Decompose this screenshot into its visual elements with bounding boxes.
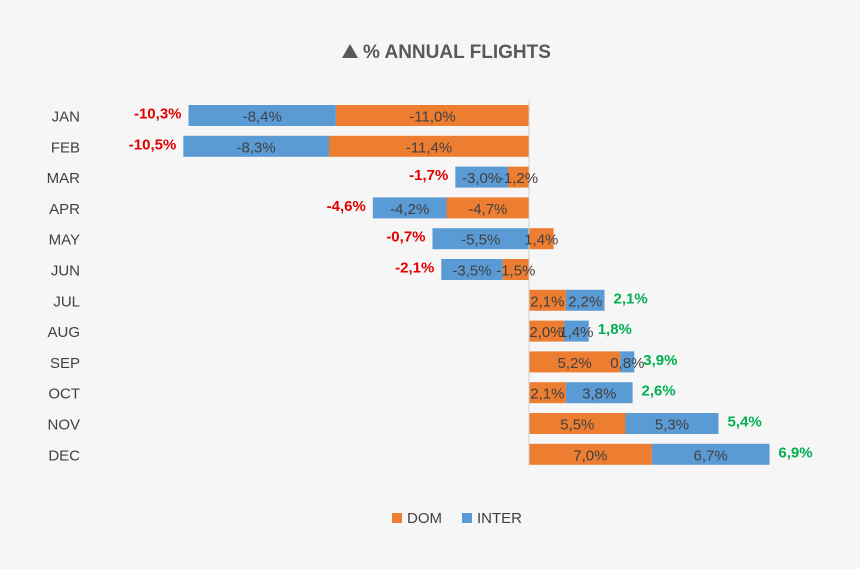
labels-layer: JAN -11,0% -8,4% -10,3% FEB -11,4% -8,3% -10,5%… bbox=[47, 106, 813, 465]
bar-inter bbox=[188, 105, 336, 126]
bar-dom bbox=[529, 382, 566, 404]
data-label-dom: 7,0% bbox=[573, 447, 607, 464]
category-label: MAR bbox=[47, 170, 81, 187]
legend-swatch-inter bbox=[462, 513, 472, 523]
bar-dom bbox=[529, 320, 565, 342]
total-label: -10,5% bbox=[129, 136, 177, 153]
category-label: FEB bbox=[51, 139, 80, 156]
bar-inter bbox=[565, 382, 633, 404]
category-label: SEP bbox=[50, 355, 80, 372]
category-label: OCT bbox=[48, 386, 80, 403]
data-label-inter: -3,0% bbox=[462, 170, 501, 187]
total-label: 2,6% bbox=[642, 383, 676, 400]
bar-dom bbox=[446, 197, 529, 219]
data-label-inter: -5,5% bbox=[461, 232, 500, 249]
legend: DOM INTER bbox=[392, 510, 522, 527]
bar-inter bbox=[625, 413, 719, 434]
bar-dom bbox=[529, 289, 566, 311]
data-label-dom: 5,2% bbox=[557, 355, 591, 372]
bar-dom bbox=[529, 351, 621, 373]
data-label-dom: 2,1% bbox=[530, 293, 564, 310]
bar-dom bbox=[507, 166, 529, 188]
bar-dom bbox=[529, 413, 626, 434]
category-label: DEC bbox=[48, 447, 80, 464]
data-label-inter: -4,2% bbox=[390, 201, 429, 218]
category-label: JUN bbox=[51, 263, 80, 280]
data-label-dom: 2,0% bbox=[529, 324, 563, 341]
data-label-dom: -11,0% bbox=[409, 109, 455, 126]
total-label: -10,3% bbox=[134, 106, 182, 123]
data-label-inter: 0,8% bbox=[610, 355, 644, 372]
bar-inter bbox=[441, 259, 503, 280]
data-label-dom: 5,5% bbox=[560, 417, 594, 434]
legend-label-dom: DOM bbox=[407, 510, 442, 527]
category-label: APR bbox=[49, 201, 80, 218]
category-label: JUL bbox=[53, 293, 80, 310]
bar-dom bbox=[529, 443, 652, 465]
data-label-dom: -1,5% bbox=[496, 263, 535, 280]
data-label-inter: 5,3% bbox=[655, 417, 689, 434]
data-label-dom: 2,1% bbox=[530, 386, 564, 403]
data-label-dom: -1,2% bbox=[499, 170, 538, 187]
total-label: 5,4% bbox=[728, 414, 762, 431]
data-label-dom: -11,4% bbox=[406, 139, 452, 156]
bar-inter bbox=[372, 197, 447, 219]
chart-title: % ANNUAL FLIGHTS bbox=[363, 42, 551, 63]
bar-inter bbox=[432, 228, 529, 250]
legend-swatch-dom bbox=[392, 513, 402, 523]
bar-inter bbox=[620, 351, 635, 373]
total-label: -1,7% bbox=[409, 167, 448, 184]
data-label-inter: 6,7% bbox=[693, 447, 727, 464]
data-label-dom: -4,7% bbox=[468, 201, 507, 218]
total-label: 6,9% bbox=[778, 444, 812, 461]
bar-inter bbox=[651, 443, 770, 465]
up-triangle-icon bbox=[342, 44, 358, 58]
category-label: MAY bbox=[49, 232, 80, 249]
bar-inter bbox=[183, 135, 329, 157]
bar-dom bbox=[502, 259, 529, 280]
data-label-dom: 1,4% bbox=[524, 232, 558, 249]
data-label-inter: 1,4% bbox=[559, 324, 593, 341]
data-label-inter: -8,4% bbox=[243, 109, 282, 126]
bar-inter bbox=[455, 166, 508, 188]
total-label: -0,7% bbox=[386, 229, 425, 246]
bar-inter bbox=[565, 289, 605, 311]
data-label-inter: 3,8% bbox=[582, 386, 616, 403]
bar-dom bbox=[328, 135, 529, 157]
data-label-inter: -8,3% bbox=[237, 139, 276, 156]
bar-inter bbox=[564, 320, 589, 342]
data-label-inter: 2,2% bbox=[568, 293, 602, 310]
total-label: -2,1% bbox=[395, 260, 434, 277]
chart-title-group: % ANNUAL FLIGHTS bbox=[342, 42, 551, 63]
total-label: 2,1% bbox=[614, 290, 648, 307]
bar-dom bbox=[529, 228, 554, 250]
total-label: 3,9% bbox=[643, 352, 677, 369]
category-label: AUG bbox=[47, 324, 80, 341]
total-label: 1,8% bbox=[598, 321, 632, 338]
bars-layer bbox=[183, 105, 770, 465]
category-label: JAN bbox=[52, 109, 80, 126]
data-label-inter: -3,5% bbox=[452, 263, 491, 280]
legend-label-inter: INTER bbox=[477, 510, 522, 527]
category-label: NOV bbox=[47, 417, 80, 434]
bar-dom bbox=[335, 105, 529, 126]
total-label: -4,6% bbox=[327, 198, 366, 215]
